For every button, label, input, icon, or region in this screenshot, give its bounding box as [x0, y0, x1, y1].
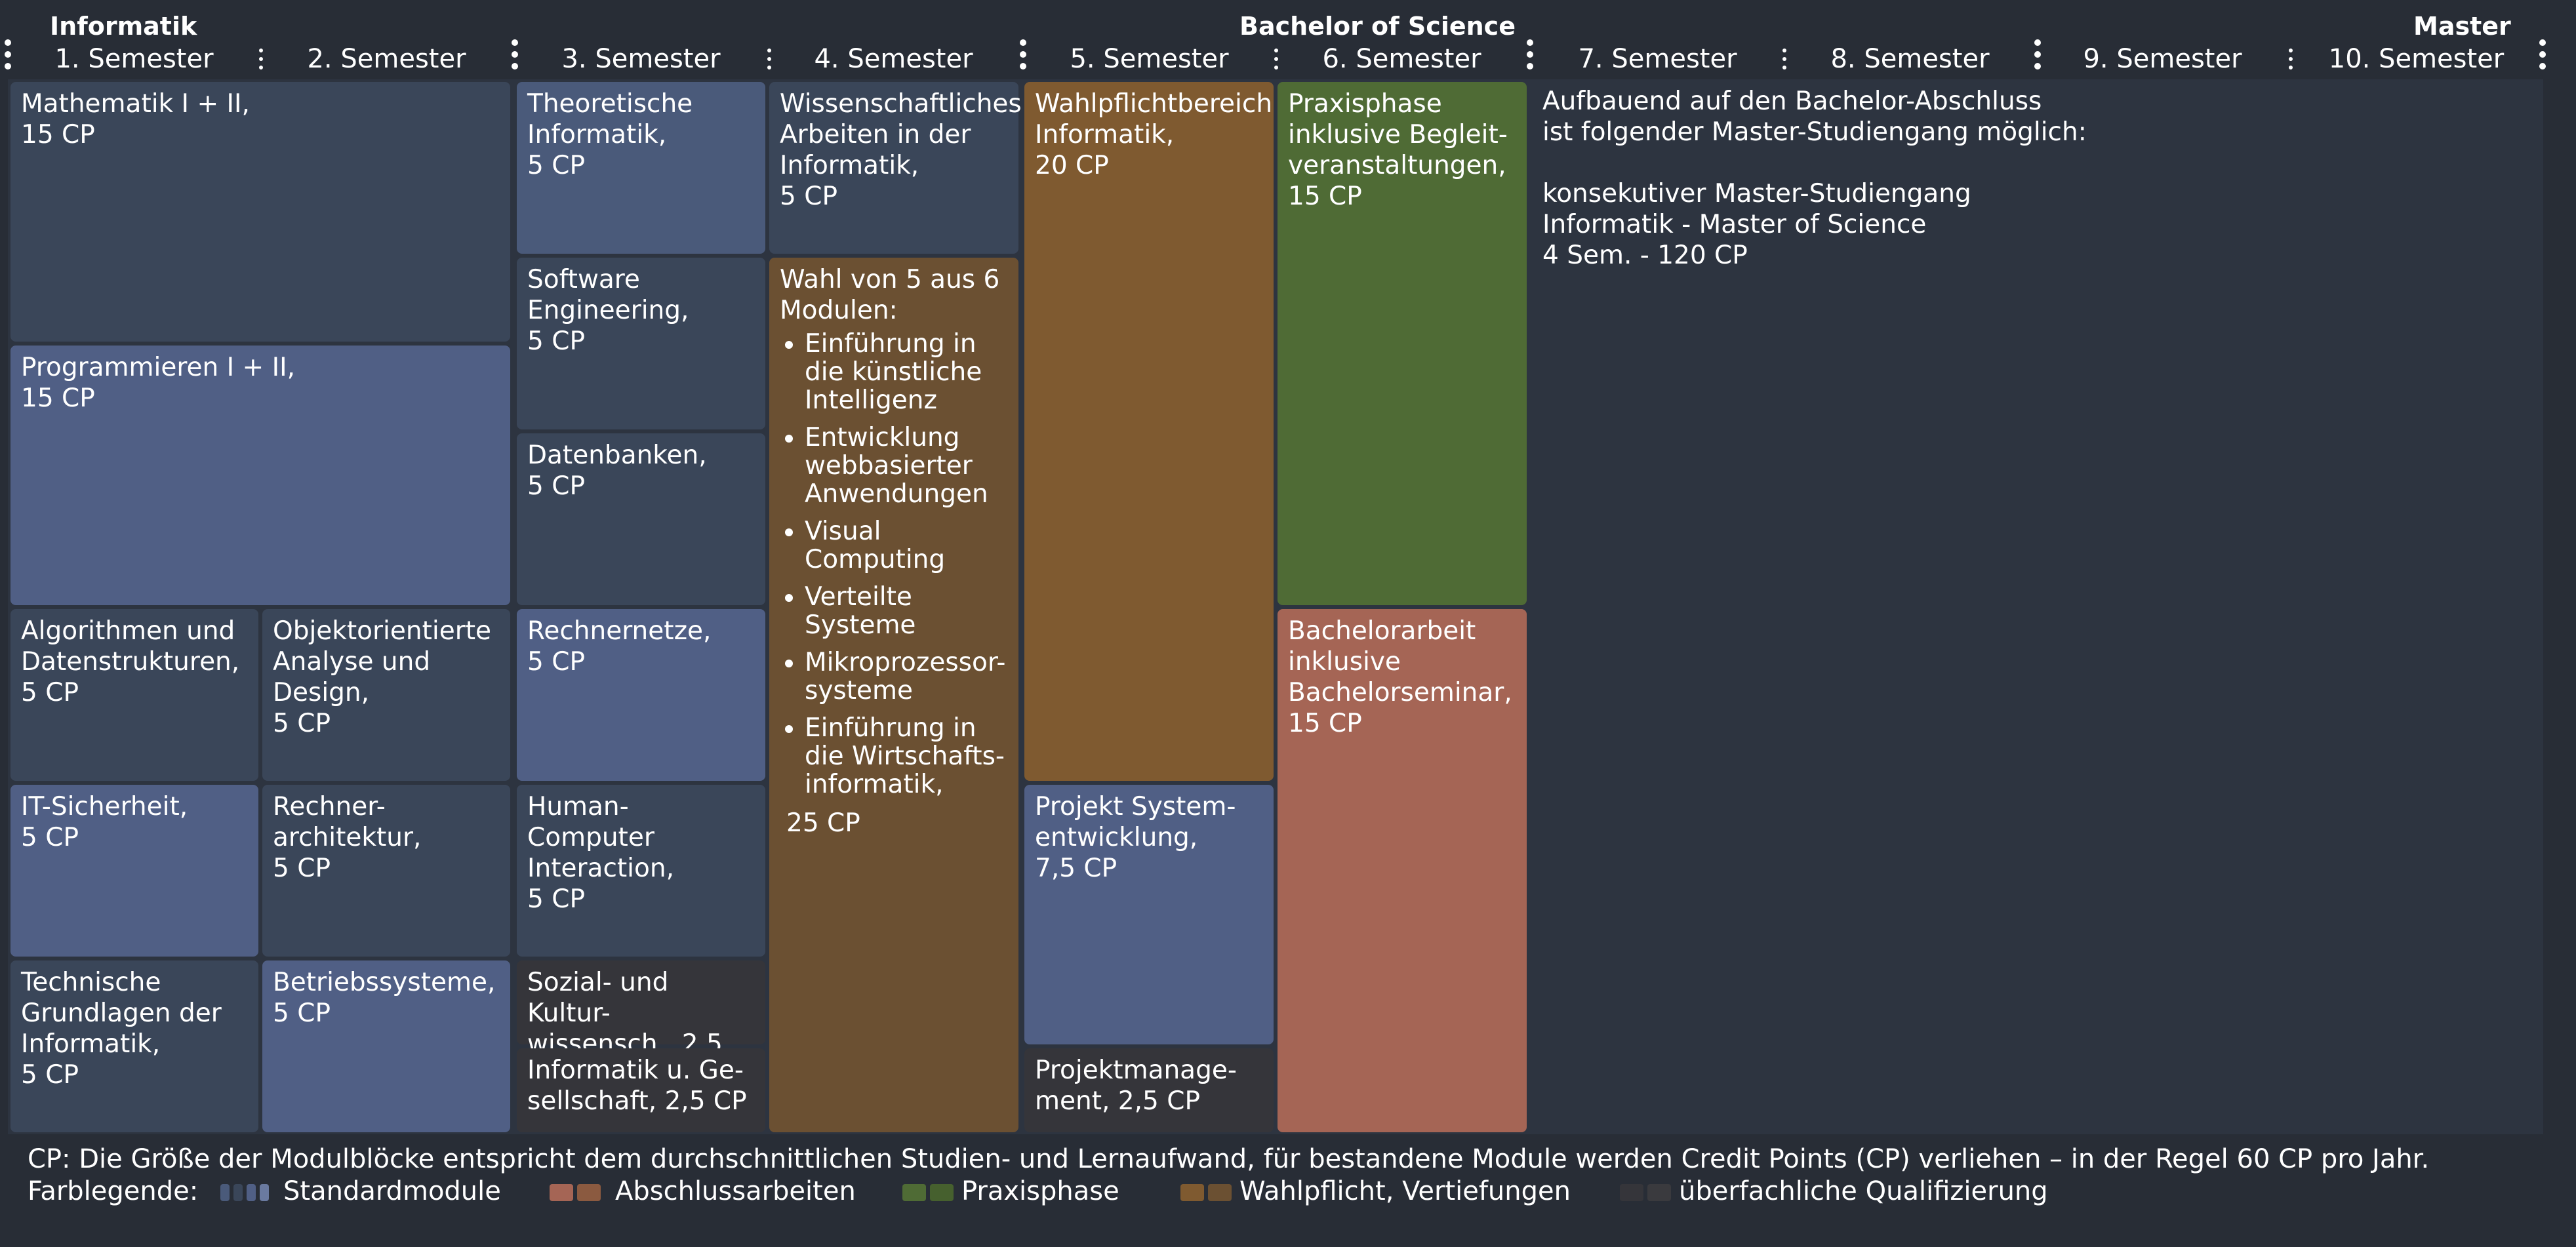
- year-separator: [3, 38, 12, 73]
- wahl-module-list: Einführung in die künstliche Intelligenz…: [780, 330, 1008, 799]
- master-info-line: 4 Sem. - 120 CP: [1542, 241, 1748, 270]
- module-ooad[interactable]: Objektorientierte Analyse und Design, 5 …: [262, 609, 510, 781]
- module-rechnerarchitektur[interactable]: Rechner- architektur, 5 CP: [262, 785, 510, 957]
- legend-swatch-wahlpflicht: [1208, 1184, 1232, 1201]
- legend-abschlussarbeiten: Abschlussarbeiten: [615, 1176, 856, 1206]
- module-mathematik[interactable]: Mathematik I + II, 15 CP: [10, 82, 510, 342]
- wahl-title: Wahl von 5 aus 6 Modulen:: [780, 265, 1000, 325]
- wahl-item: Einführung in die künstliche Intelligenz: [805, 330, 1008, 414]
- legend-swatch-standard: [247, 1184, 256, 1201]
- module-bachelorarbeit[interactable]: Bachelorarbeit inklusive Bachelorseminar…: [1278, 609, 1527, 1132]
- semester-5-header: 5. Semester: [1070, 44, 1229, 74]
- legend-swatch-abschluss: [577, 1184, 601, 1201]
- semester-separator: [764, 49, 773, 71]
- legend-swatch-abschluss: [550, 1184, 573, 1201]
- program-bachelor-label: Bachelor of Science: [1239, 12, 1516, 41]
- legend-praxisphase: Praxisphase: [961, 1176, 1119, 1206]
- master-info: Aufbauend auf den Bachelor-Abschluss ist…: [1532, 79, 2576, 1134]
- wahl-cp: 25 CP: [786, 808, 860, 838]
- legend-swatch-wahlpflicht: [1180, 1184, 1204, 1201]
- year-separator: [1525, 38, 1535, 73]
- module-wissenschaftliches-arbeiten[interactable]: Wissenschaftliches Arbeiten in der Infor…: [769, 82, 1022, 254]
- cp-note: CP: Die Größe der Modulblöcke entspricht…: [28, 1144, 2430, 1174]
- legend-standardmodule: Standardmodule: [283, 1176, 501, 1206]
- semester-separator: [2285, 49, 2295, 71]
- semester-1-header: 1. Semester: [54, 44, 214, 74]
- module-datenbanken[interactable]: Datenbanken, 5 CP: [517, 433, 765, 605]
- master-info-line: ist folgender Master-Studiengang möglich…: [1542, 117, 2087, 147]
- wahl-item: Einführung in die Wirtschafts- informati…: [805, 714, 1008, 799]
- module-projekt-systementwicklung[interactable]: Projekt System- entwicklung, 7,5 CP: [1024, 785, 1274, 1044]
- year-separator: [1018, 38, 1028, 73]
- module-projektmanagement[interactable]: Projektmanage- ment, 2,5 CP: [1024, 1048, 1274, 1132]
- module-theoretische-informatik[interactable]: Theoretische Informatik, 5 CP: [517, 82, 765, 254]
- legend-swatch-praxis: [930, 1184, 954, 1201]
- legend-ueberfachlich: überfachliche Qualifizierung: [1679, 1176, 2048, 1206]
- master-info-line: konsekutiver Master-Studiengang: [1542, 179, 1971, 208]
- curriculum-grid: Mathematik I + II, 15 CP Programmieren I…: [8, 79, 2543, 1134]
- year-separator: [2033, 38, 2042, 73]
- semester-separator: [1271, 49, 1280, 71]
- master-info-line: Aufbauend auf den Bachelor-Abschluss: [1542, 87, 2042, 116]
- module-wahl-5-aus-6[interactable]: Wahl von 5 aus 6 Modulen: Einführung in …: [769, 258, 1018, 1132]
- legend-wahlpflicht: Wahlpflicht, Vertiefungen: [1239, 1176, 1571, 1206]
- module-wahlpflichtbereich[interactable]: Wahlpflichtbereich Informatik, 20 CP: [1024, 82, 1274, 781]
- module-it-sicherheit[interactable]: IT-Sicherheit, 5 CP: [10, 785, 258, 957]
- legend-label: Farblegende:: [28, 1176, 199, 1206]
- program-master-label: Master: [2413, 12, 2511, 41]
- wahl-item: Mikroprozessor- systeme: [805, 648, 1008, 705]
- module-hci[interactable]: Human-Computer Interaction, 5 CP: [517, 785, 765, 957]
- semester-9-header: 9. Semester: [2083, 44, 2242, 74]
- module-algorithmen[interactable]: Algorithmen und Datenstrukturen, 5 CP: [10, 609, 258, 781]
- module-software-engineering[interactable]: Software Engineering, 5 CP: [517, 258, 765, 429]
- legend-swatch-ueberfachlich: [1620, 1184, 1643, 1201]
- program-informatik-label: Informatik: [50, 12, 197, 41]
- module-sozial-kulturwissenschaften[interactable]: Sozial- und Kultur- wissensch., 2,5 CP: [517, 960, 765, 1090]
- wahl-item: Verteilte Systeme: [805, 583, 1008, 639]
- semester-separator: [1779, 49, 1788, 71]
- semester-8-header: 8. Semester: [1830, 44, 1990, 74]
- master-info-spacer: [1542, 148, 2576, 178]
- semester-3-header: 3. Semester: [561, 44, 721, 74]
- legend-swatch-standard: [220, 1184, 230, 1201]
- semester-separator: [256, 49, 265, 71]
- wahl-item: Entwicklung webbasierter Anwendungen: [805, 424, 1008, 508]
- module-informatik-gesellschaft[interactable]: Informatik u. Ge- sellschaft, 2,5 CP: [517, 1048, 765, 1132]
- semester-4-header: 4. Semester: [814, 44, 973, 74]
- module-rechnernetze[interactable]: Rechnernetze, 5 CP: [517, 609, 765, 781]
- module-praxisphase[interactable]: Praxisphase inklusive Begleit- veranstal…: [1278, 82, 1527, 605]
- semester-7-header: 7. Semester: [1578, 44, 1737, 74]
- semester-2-header: 2. Semester: [307, 44, 466, 74]
- wahl-item: Visual Computing: [805, 517, 1008, 574]
- module-technische-grundlagen[interactable]: Technische Grundlagen der Informatik, 5 …: [10, 960, 258, 1132]
- module-betriebssysteme[interactable]: Betriebssysteme, 5 CP: [262, 960, 510, 1132]
- legend-swatch-ueberfachlich: [1647, 1184, 1671, 1201]
- module-programmieren[interactable]: Programmieren I + II, 15 CP: [10, 346, 510, 605]
- master-info-line: Informatik - Master of Science: [1542, 210, 1927, 239]
- legend-swatch-standard: [233, 1184, 243, 1201]
- year-separator: [2538, 38, 2547, 73]
- year-separator: [510, 38, 519, 73]
- legend-swatch-praxis: [902, 1184, 926, 1201]
- legend-swatch-standard: [260, 1184, 269, 1201]
- semester-6-header: 6. Semester: [1322, 44, 1481, 74]
- semester-10-header: 10. Semester: [2328, 44, 2505, 74]
